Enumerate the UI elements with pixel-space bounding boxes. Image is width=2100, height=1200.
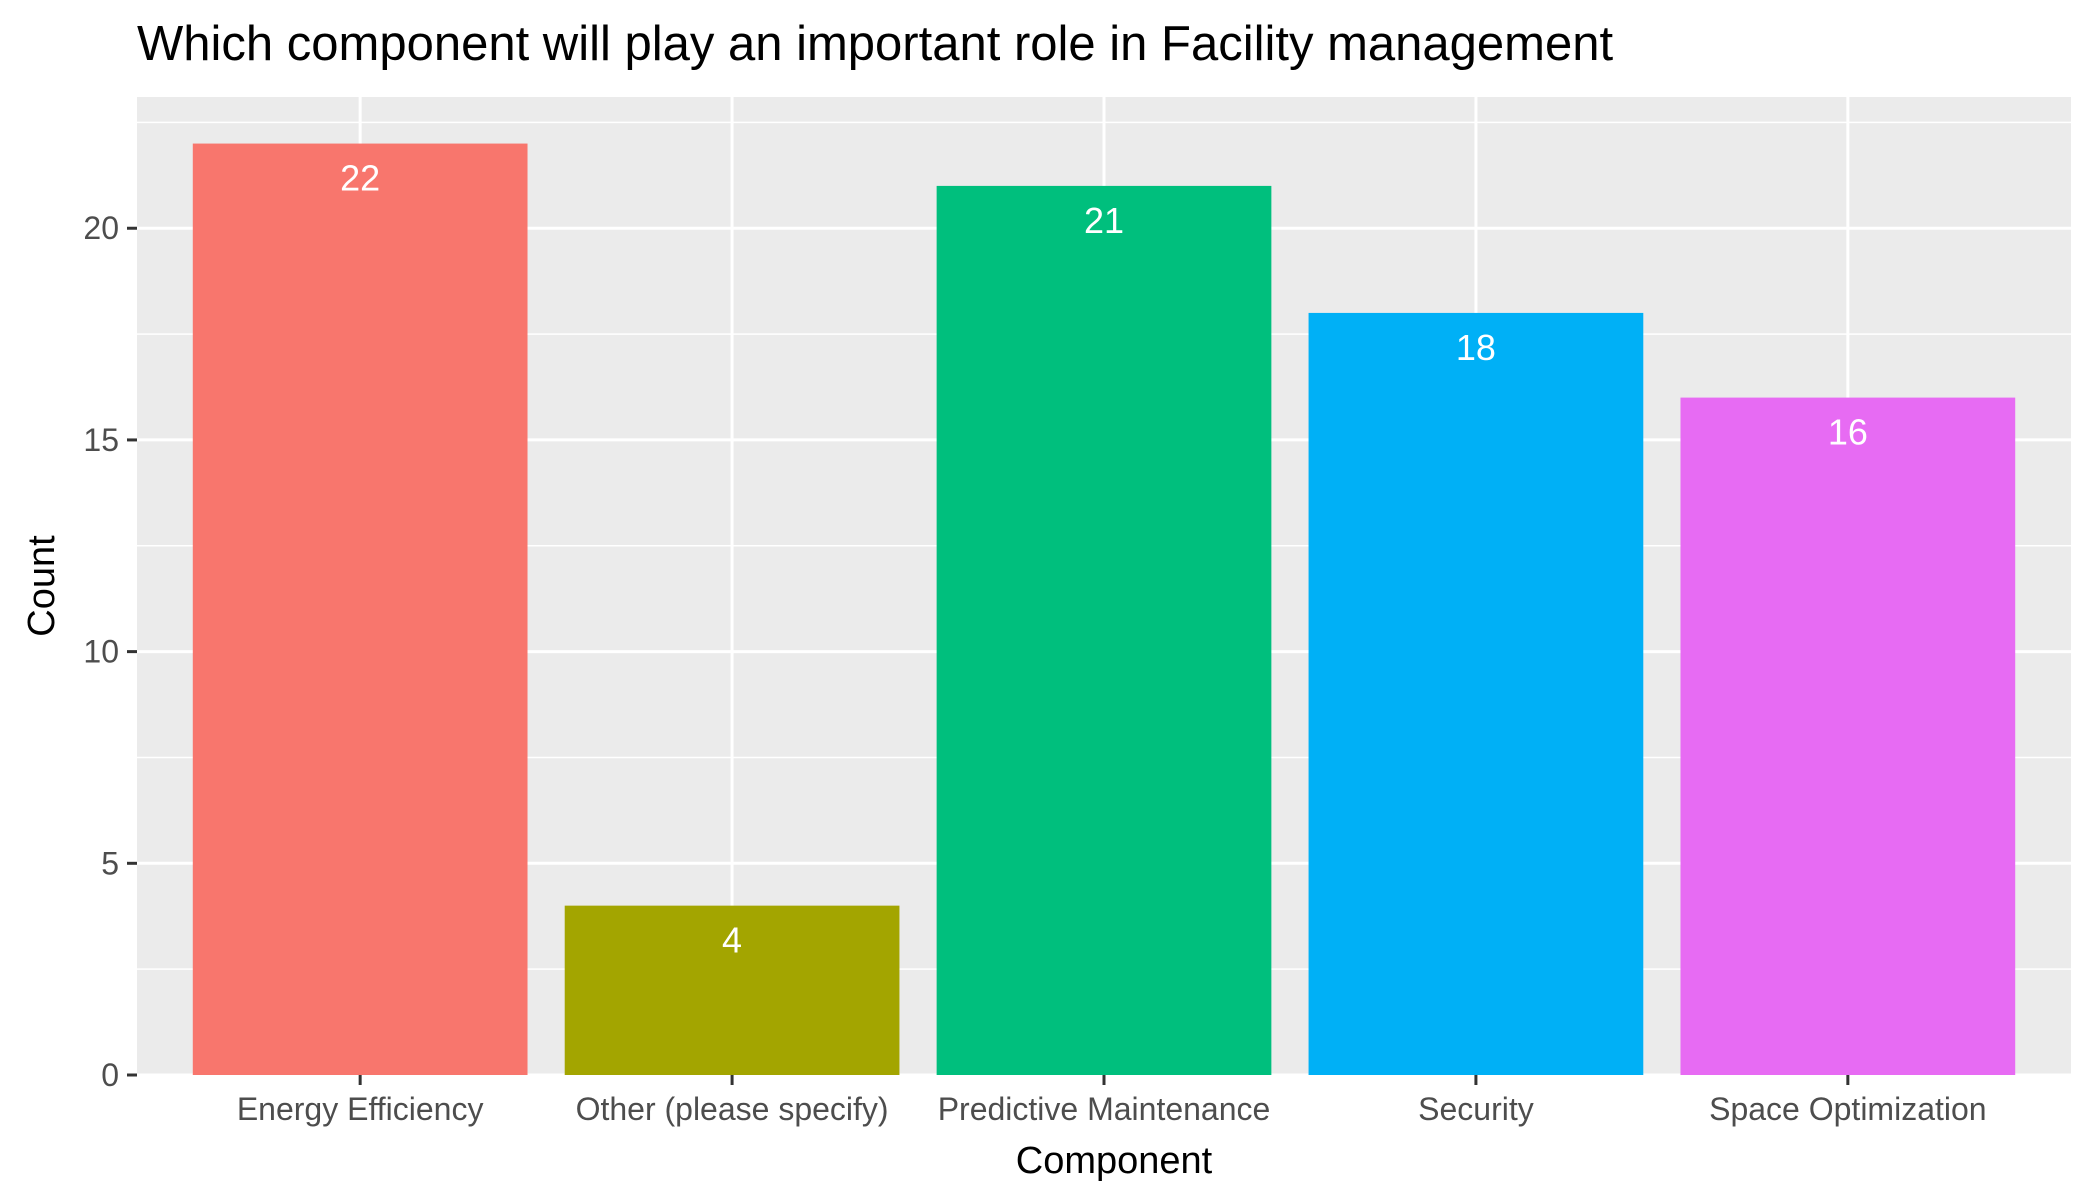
bar-value-label: 16 [1828,412,1868,453]
x-tick-label: Energy Efficiency [237,1091,484,1127]
x-tick-label: Space Optimization [1709,1091,1986,1127]
x-tick-label: Security [1418,1091,1534,1127]
bar-value-label: 22 [340,158,380,199]
bar [1680,397,2016,1075]
y-tick-label: 5 [101,845,119,881]
x-tick-label: Other (please specify) [576,1091,889,1127]
y-axis-title: Count [21,535,63,637]
y-tick-label: 20 [83,210,119,246]
x-axis: Energy Efficiency Other (please specify) P… [237,1075,1987,1127]
bars [192,143,2016,1076]
bar [564,905,900,1075]
x-axis-title: Component [1016,1140,1213,1182]
bar [936,185,1272,1076]
bar-value-labels: 22 4 21 18 16 [340,158,1868,961]
x-tick-label: Predictive Maintenance [938,1091,1271,1127]
bar [1308,312,1644,1075]
y-tick-label: 15 [83,422,119,458]
y-tick-label: 10 [83,634,119,670]
y-axis: 0 5 10 15 20 [83,210,137,1093]
y-tick-label: 0 [101,1057,119,1093]
bar-value-label: 18 [1456,327,1496,368]
bar-value-label: 4 [722,920,742,961]
chart-title: Which component will play an important r… [137,17,1613,71]
bar-value-label: 21 [1084,200,1124,241]
bar [192,143,528,1076]
